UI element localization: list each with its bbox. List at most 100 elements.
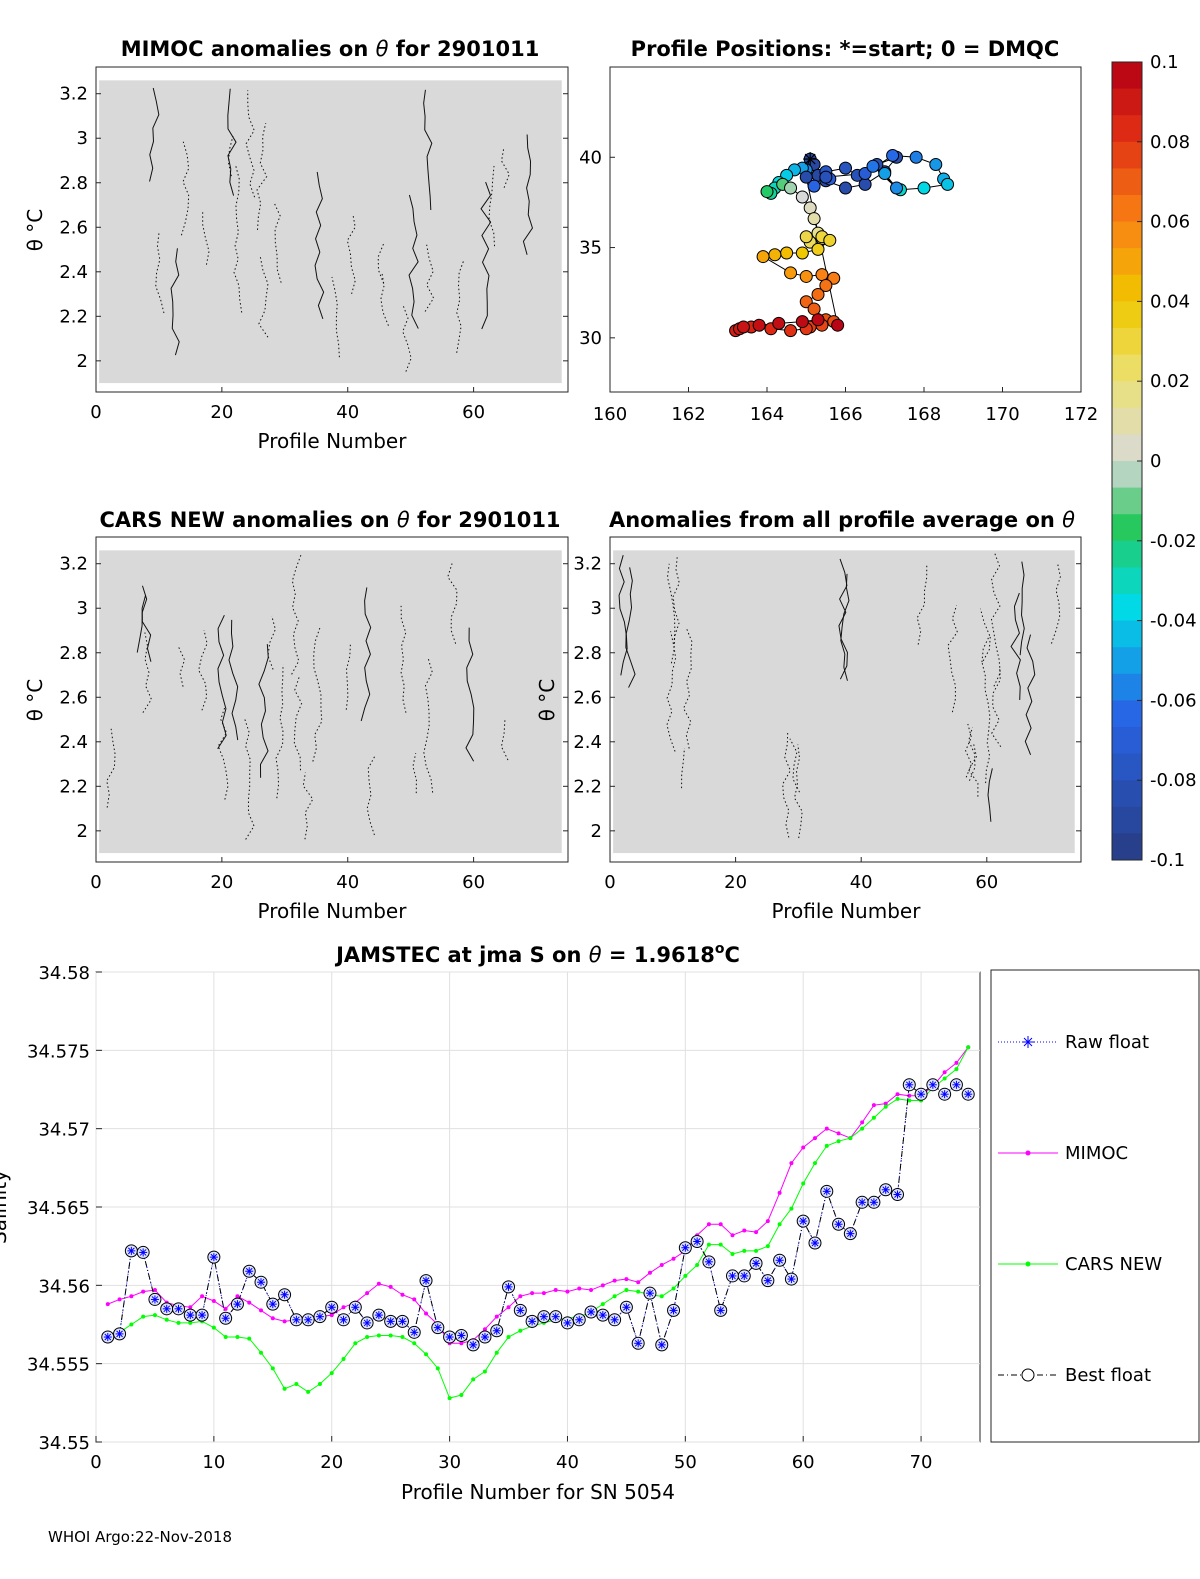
raw-float-star	[646, 1289, 654, 1297]
cars-point	[223, 1335, 228, 1340]
raw-float-star	[163, 1305, 171, 1313]
contour-line	[991, 666, 1002, 747]
cars-point	[152, 1313, 157, 1318]
cars-point	[954, 1067, 959, 1072]
mimoc-point	[942, 1070, 947, 1075]
contour-line	[666, 563, 676, 644]
mimoc-point	[247, 1300, 252, 1305]
raw-float-star	[740, 1272, 748, 1280]
raw-float-star	[658, 1341, 666, 1349]
mimoc-point	[600, 1283, 605, 1288]
raw-float-star	[516, 1307, 524, 1314]
colorbar-tick-label: 0.08	[1150, 132, 1190, 153]
colorbar-band	[1112, 540, 1142, 568]
mimoc-point	[565, 1289, 570, 1294]
raw-float-star	[611, 1316, 618, 1324]
raw-float-star	[564, 1319, 571, 1327]
contour-line	[965, 723, 973, 778]
mimoc-point	[860, 1120, 865, 1125]
profile-marker	[760, 185, 774, 199]
cars-point	[742, 1248, 747, 1253]
raw-float-star	[552, 1313, 560, 1321]
contour-line	[423, 658, 434, 793]
contour-line	[840, 573, 850, 681]
cars-anomaly-panel: 0 20 40 60 2 2.2 2.4 2.6 2.8 3 3.2 CARS NEW anomal…	[23, 508, 569, 923]
cars-point	[294, 1382, 299, 1387]
cars-point	[836, 1139, 841, 1144]
contour-line	[291, 553, 302, 675]
raw-float-star	[505, 1283, 512, 1291]
y-tick-label: 3	[591, 598, 602, 619]
raw-float-star	[434, 1324, 442, 1331]
raw-float-star	[788, 1275, 795, 1283]
contour-line	[258, 257, 269, 338]
cars-point	[895, 1096, 900, 1101]
raw-float-star	[717, 1307, 725, 1314]
legend-label: CARS NEW	[1065, 1254, 1162, 1275]
y-tick-label: 2.6	[573, 687, 602, 708]
mimoc-point	[577, 1286, 582, 1291]
mimoc-point	[424, 1311, 429, 1316]
contour-line	[465, 627, 475, 762]
colorbar-band	[1112, 487, 1142, 515]
mimoc-point	[801, 1145, 806, 1150]
y-tick-label: 3.2	[59, 554, 88, 575]
mimoc-point	[270, 1316, 275, 1321]
mimoc-point	[282, 1319, 287, 1324]
cars-point	[412, 1341, 417, 1346]
cars-point	[518, 1328, 523, 1333]
mimoc-point	[647, 1270, 652, 1275]
mimoc-point	[530, 1291, 535, 1296]
y-tick-label: 3.2	[573, 554, 602, 575]
raw-float-star	[399, 1318, 406, 1325]
colorbar-tick-label: -0.02	[1150, 531, 1197, 552]
cars-point	[765, 1244, 770, 1249]
mimoc-point	[836, 1131, 841, 1136]
x-tick-label: 160	[593, 404, 627, 425]
contour-line	[979, 608, 991, 663]
raw-float-star	[540, 1313, 548, 1321]
cars-point	[966, 1045, 971, 1050]
contour-line	[141, 594, 152, 662]
contour-line	[412, 753, 417, 794]
contour-line	[142, 632, 152, 713]
colorbar: 0.1 0.08 0.06 0.04 0.02 0 -0.02 -0.04 -0.06 -0.08…	[1111, 52, 1197, 871]
mimoc-axes-box	[95, 66, 569, 393]
start-star-stroke	[804, 153, 816, 165]
raw-float-star	[929, 1081, 937, 1089]
cars-point	[353, 1341, 358, 1346]
y-tick-label: 34.575	[27, 1041, 90, 1062]
raw-float-star	[858, 1198, 866, 1206]
profile-marker	[831, 318, 845, 332]
mimoc-point	[895, 1092, 900, 1097]
profile-marker	[929, 158, 943, 171]
raw-float-star	[776, 1256, 783, 1264]
cars-point	[730, 1252, 735, 1256]
contour-line	[681, 748, 685, 789]
x-tick-label: 168	[907, 404, 941, 425]
colorbar-tick-label: -0.1	[1150, 850, 1185, 871]
mimoc-point	[376, 1281, 381, 1286]
x-tick-label: 0	[90, 402, 101, 423]
profile-marker	[839, 181, 852, 195]
colorbar-band	[1112, 328, 1142, 356]
raw-float-star	[128, 1247, 135, 1255]
raw-float-star	[116, 1330, 123, 1338]
x-tick-label: 0	[604, 872, 615, 893]
y-tick-label: 2.8	[59, 643, 88, 664]
contour-line	[177, 646, 186, 687]
mimoc-point	[718, 1222, 723, 1227]
x-tick-label: 40	[336, 872, 359, 893]
raw-float-star	[799, 1217, 807, 1225]
y-tick-label: 40	[579, 147, 602, 168]
contour-line	[666, 631, 677, 752]
x-tick-label: 60	[462, 402, 485, 423]
colorbar-tick-label: 0.1	[1150, 52, 1179, 73]
raw-float-star	[917, 1090, 925, 1098]
avg-xlabel: Profile Number	[772, 899, 922, 923]
cars-point	[235, 1335, 240, 1340]
avg-title: Anomalies from all profile average on θ	[609, 508, 1075, 532]
x-tick-label: 166	[828, 404, 862, 425]
colorbar-band	[1112, 806, 1142, 834]
